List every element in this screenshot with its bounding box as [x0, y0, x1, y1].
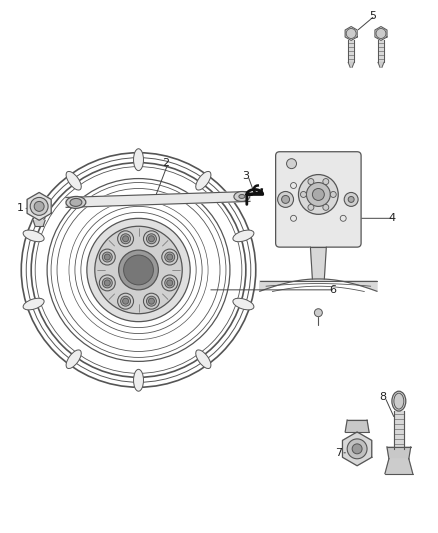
- Circle shape: [165, 278, 175, 288]
- Polygon shape: [375, 27, 387, 41]
- Ellipse shape: [392, 391, 406, 411]
- Ellipse shape: [66, 350, 81, 368]
- Circle shape: [120, 296, 131, 306]
- Circle shape: [148, 298, 155, 304]
- Circle shape: [120, 234, 131, 244]
- Polygon shape: [260, 279, 377, 291]
- Circle shape: [323, 204, 329, 211]
- Ellipse shape: [234, 191, 250, 201]
- Text: 3: 3: [242, 171, 249, 181]
- Polygon shape: [378, 41, 384, 62]
- Ellipse shape: [239, 195, 245, 198]
- Circle shape: [352, 444, 362, 454]
- Circle shape: [123, 298, 129, 304]
- Circle shape: [167, 254, 173, 260]
- Polygon shape: [345, 27, 357, 41]
- Circle shape: [298, 175, 338, 214]
- Circle shape: [162, 249, 178, 265]
- Ellipse shape: [134, 369, 144, 391]
- Ellipse shape: [233, 298, 254, 310]
- Circle shape: [144, 293, 159, 309]
- Circle shape: [102, 252, 112, 262]
- Polygon shape: [385, 459, 413, 474]
- Circle shape: [282, 196, 290, 204]
- Circle shape: [323, 179, 329, 184]
- Circle shape: [34, 201, 44, 212]
- Circle shape: [308, 204, 314, 211]
- Circle shape: [87, 219, 190, 321]
- Ellipse shape: [394, 393, 404, 409]
- Ellipse shape: [66, 172, 81, 190]
- Polygon shape: [378, 62, 384, 67]
- Circle shape: [330, 191, 336, 197]
- Polygon shape: [348, 62, 354, 67]
- Circle shape: [308, 179, 314, 184]
- Circle shape: [99, 275, 115, 291]
- Circle shape: [144, 231, 159, 247]
- Ellipse shape: [70, 198, 82, 206]
- Polygon shape: [27, 192, 51, 220]
- Circle shape: [118, 231, 134, 247]
- Circle shape: [167, 280, 173, 286]
- Circle shape: [348, 197, 354, 203]
- Circle shape: [314, 309, 322, 317]
- Polygon shape: [311, 247, 326, 279]
- Circle shape: [146, 296, 156, 306]
- Polygon shape: [345, 420, 369, 432]
- Circle shape: [104, 254, 110, 260]
- Circle shape: [99, 249, 115, 265]
- Circle shape: [312, 189, 324, 200]
- Polygon shape: [394, 411, 404, 449]
- Ellipse shape: [134, 149, 144, 171]
- Circle shape: [344, 192, 358, 206]
- Text: 5: 5: [369, 11, 376, 21]
- Polygon shape: [66, 191, 250, 207]
- Circle shape: [146, 234, 156, 244]
- Text: 4: 4: [389, 213, 396, 223]
- Text: 8: 8: [379, 392, 386, 402]
- Ellipse shape: [23, 230, 44, 241]
- Circle shape: [123, 236, 129, 242]
- Polygon shape: [33, 220, 45, 226]
- Circle shape: [95, 226, 182, 314]
- Text: 1: 1: [17, 204, 24, 213]
- Circle shape: [148, 236, 155, 242]
- Circle shape: [300, 191, 307, 197]
- Text: 7: 7: [335, 448, 343, 458]
- Circle shape: [278, 191, 293, 207]
- Text: 2: 2: [162, 158, 170, 168]
- Ellipse shape: [196, 350, 211, 368]
- Circle shape: [376, 29, 386, 38]
- Circle shape: [119, 250, 159, 290]
- Circle shape: [347, 439, 367, 459]
- Circle shape: [30, 197, 48, 215]
- Polygon shape: [387, 447, 411, 459]
- Circle shape: [307, 182, 330, 206]
- Circle shape: [165, 252, 175, 262]
- Ellipse shape: [196, 172, 211, 190]
- FancyBboxPatch shape: [276, 152, 361, 247]
- Circle shape: [118, 293, 134, 309]
- Polygon shape: [343, 432, 372, 466]
- Ellipse shape: [23, 298, 44, 310]
- Circle shape: [124, 255, 153, 285]
- Circle shape: [102, 278, 112, 288]
- Polygon shape: [348, 41, 354, 62]
- Ellipse shape: [66, 197, 86, 208]
- Circle shape: [286, 159, 297, 168]
- Ellipse shape: [233, 230, 254, 241]
- Circle shape: [104, 280, 110, 286]
- Text: 6: 6: [329, 285, 336, 295]
- Circle shape: [162, 275, 178, 291]
- Circle shape: [346, 29, 356, 38]
